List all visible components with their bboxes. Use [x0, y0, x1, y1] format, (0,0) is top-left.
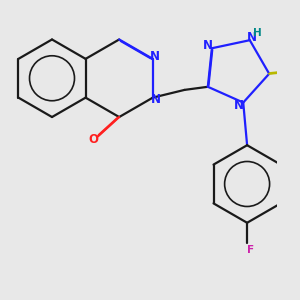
Text: O: O — [88, 133, 98, 146]
Text: F: F — [248, 245, 255, 255]
Text: N: N — [151, 93, 160, 106]
Text: N: N — [247, 32, 257, 44]
Text: H: H — [253, 28, 262, 38]
Text: N: N — [234, 99, 244, 112]
Text: N: N — [150, 50, 160, 63]
Text: N: N — [203, 39, 213, 52]
